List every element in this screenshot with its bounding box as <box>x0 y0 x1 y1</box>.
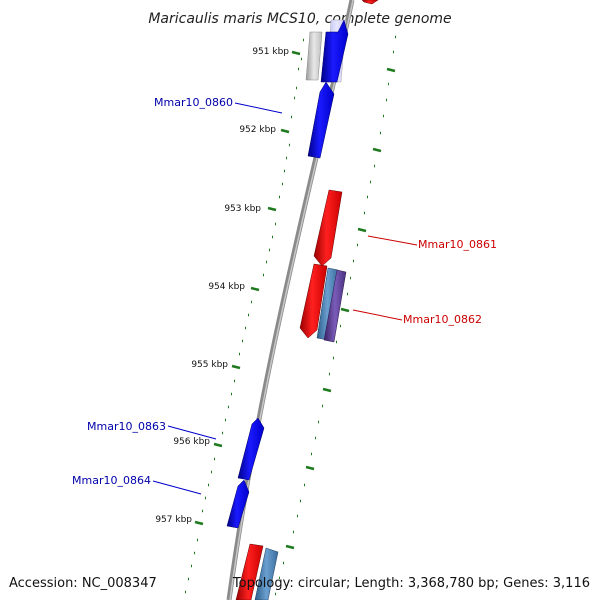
gene-label-mmar10-0863[interactable]: Mmar10_0863 <box>87 420 166 433</box>
gene-label-mmar10-0862[interactable]: Mmar10_0862 <box>403 313 482 326</box>
gene-feature-purple[interactable] <box>323 269 347 343</box>
scale-label-952: 952 kbp <box>239 125 276 135</box>
scale-label-954: 954 kbp <box>208 282 245 292</box>
gene-arrow-forward-top[interactable] <box>320 19 349 83</box>
outer-major-ticks <box>285 67 396 550</box>
gene-label-mmar10-0861[interactable]: Mmar10_0861 <box>418 238 497 251</box>
inner-major-ticks <box>194 50 301 526</box>
gene-feature-grey[interactable] <box>305 31 323 81</box>
gene-arrow-mmar10-0864[interactable] <box>226 479 250 529</box>
gene-arrow-mmar10-0861[interactable] <box>313 189 343 267</box>
gene-arrow-mmar10-0860[interactable] <box>307 81 335 159</box>
gene-arrow-reverse-top[interactable] <box>361 0 379 5</box>
forward-genes <box>226 19 349 529</box>
gene-arrow-steel-bottom[interactable] <box>254 547 279 600</box>
map-title: Maricaulis maris MCS10, complete genome <box>148 11 451 27</box>
scale-label-953: 953 kbp <box>224 204 261 214</box>
inner-scale-ticks <box>185 38 304 594</box>
reverse-genes <box>235 0 379 600</box>
scale-label-951: 951 kbp <box>252 47 289 57</box>
scale-label-955: 955 kbp <box>191 360 228 370</box>
accession-text: Accession: NC_008347 <box>9 576 157 591</box>
outer-scale-ticks <box>275 35 396 596</box>
gene-arrow-reverse-954[interactable] <box>299 263 328 339</box>
gene-label-mmar10-0864[interactable]: Mmar10_0864 <box>72 474 151 487</box>
scale-labels: 951 kbp 952 kbp 953 kbp 954 kbp 955 kbp … <box>155 47 289 525</box>
gene-labels: Mmar10_0860 Mmar10_0861 Mmar10_0862 Mmar… <box>72 96 497 487</box>
gene-arrow-mmar10-0863[interactable] <box>237 417 265 481</box>
scale-label-957: 957 kbp <box>155 515 192 525</box>
scale-label-956: 956 kbp <box>173 437 210 447</box>
gene-label-mmar10-0860[interactable]: Mmar10_0860 <box>154 96 233 109</box>
gene-arrow-reverse-bottom[interactable] <box>235 543 264 600</box>
genome-stats-text: Topology: circular; Length: 3,368,780 bp… <box>232 576 590 591</box>
label-leaders <box>152 102 418 495</box>
